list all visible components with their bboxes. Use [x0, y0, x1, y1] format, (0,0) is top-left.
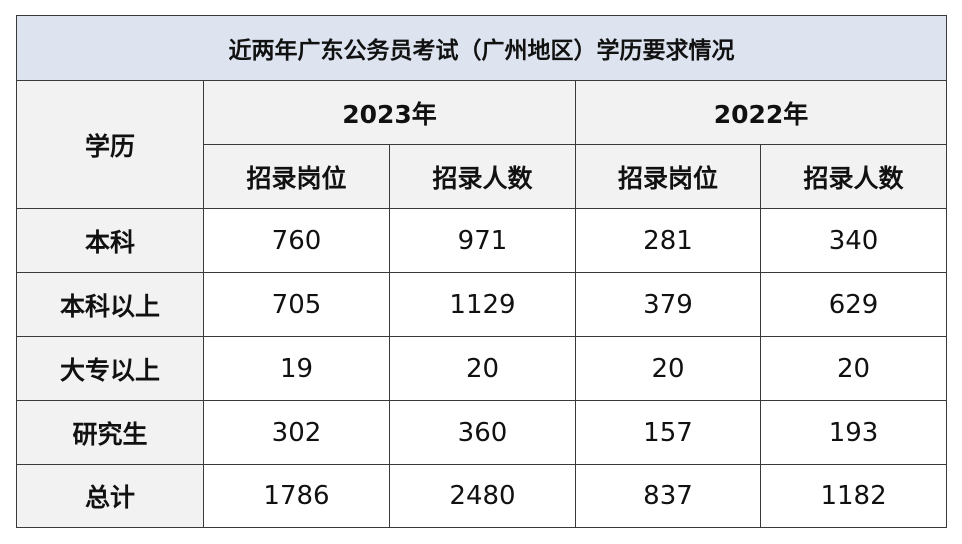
- cell-value: 705: [203, 272, 390, 337]
- cell-value: 20: [759, 336, 948, 401]
- year-header: 2023年: [203, 80, 576, 145]
- subheader: 招录人数: [759, 144, 948, 209]
- year-row: 学历 2023年 2022年: [16, 80, 948, 209]
- cell-value: 2480: [389, 464, 576, 528]
- data-row: 研究生 302 360 157 193: [16, 400, 948, 465]
- data-row: 本科 760 971 281 340: [16, 208, 948, 273]
- header-label: 学历: [16, 80, 204, 209]
- data-row: 大专以上 19 20 20 20: [16, 336, 948, 401]
- cell-value: 1786: [203, 464, 390, 528]
- table-title: 近两年广东公务员考试（广州地区）学历要求情况: [15, 15, 948, 81]
- cell-value: 157: [575, 400, 761, 465]
- cell-value: 837: [575, 464, 761, 528]
- cell-value: 1129: [389, 272, 576, 337]
- cell-value: 20: [575, 336, 761, 401]
- table-body: 近两年广东公务员考试（广州地区）学历要求情况 学历 2023年 2022年 招录…: [15, 15, 948, 528]
- cell-value: 760: [203, 208, 390, 273]
- title-row: 近两年广东公务员考试（广州地区）学历要求情况: [15, 15, 948, 81]
- subheader: 招录岗位: [575, 144, 761, 209]
- cell-value: 193: [759, 400, 948, 465]
- subheader: 招录岗位: [203, 144, 390, 209]
- year-header: 2022年: [574, 80, 948, 145]
- cell-value: 379: [575, 272, 761, 337]
- data-table: 近两年广东公务员考试（广州地区）学历要求情况 学历 2023年 2022年 招录…: [15, 15, 948, 528]
- cell-value: 19: [203, 336, 390, 401]
- data-row: 本科以上 705 1129 379 629: [16, 272, 948, 337]
- cell-value: 281: [575, 208, 761, 273]
- subheader: 招录人数: [389, 144, 576, 209]
- cell-value: 340: [759, 208, 948, 273]
- cell-value: 629: [759, 272, 948, 337]
- row-label: 本科以上: [16, 272, 204, 337]
- row-label: 研究生: [16, 400, 204, 465]
- cell-value: 20: [389, 336, 576, 401]
- row-label: 总计: [16, 464, 204, 528]
- row-label: 大专以上: [16, 336, 204, 401]
- cell-value: 1182: [759, 464, 948, 528]
- cell-value: 971: [389, 208, 576, 273]
- cell-value: 360: [389, 400, 576, 465]
- subheader-row: 招录岗位 招录人数 招录岗位 招录人数: [17, 144, 948, 209]
- row-label: 本科: [16, 208, 204, 273]
- data-row: 总计 1786 2480 837 1182: [16, 464, 948, 528]
- cell-value: 302: [203, 400, 390, 465]
